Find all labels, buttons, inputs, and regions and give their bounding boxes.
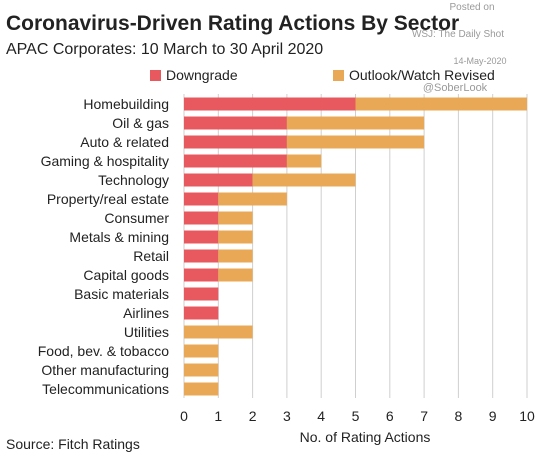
bar-downgrade [184,211,219,225]
bar-downgrade [184,230,219,244]
bar-outlook-watch [286,116,425,130]
watermark: Posted on WSJ: The Daily Shot 14-May-202… [412,2,507,94]
x-tick-label: 3 [283,408,291,424]
bar-outlook-watch [184,344,219,358]
x-tick-label: 8 [455,408,463,424]
category-label: Technology [98,172,169,188]
category-labels: Homebuilding Oil & gas Auto & related Gamin… [38,96,170,397]
chart-subtitle: APAC Corporates: 10 March to 30 April 20… [6,41,323,58]
x-tick-label: 7 [420,408,428,424]
source-note: Source: Fitch Ratings [6,436,140,452]
category-label: Oil & gas [112,115,169,131]
legend-swatch-downgrade [150,70,161,81]
watermark-line-3: 14-May-2020 [453,56,506,66]
bar-downgrade [184,173,253,187]
x-tick-label: 1 [214,408,222,424]
bar-downgrade [184,306,219,320]
legend-swatch-outlook [333,70,344,81]
bar-downgrade [184,287,219,301]
bar-outlook-watch [184,382,219,396]
category-label: Airlines [123,305,169,321]
category-label: Utilities [124,324,169,340]
category-label: Homebuilding [83,96,169,112]
x-tick-label: 0 [180,408,188,424]
bar-downgrade [184,268,219,282]
bar-outlook-watch [218,249,253,263]
bar-outlook-watch [218,230,253,244]
chart-title: Coronavirus-Driven Rating Actions By Sec… [6,12,459,35]
bar-downgrade [184,154,287,168]
category-label: Auto & related [80,134,169,150]
category-label: Capital goods [83,267,169,283]
bars [184,97,527,396]
category-label: Consumer [104,210,169,226]
x-tick-label: 9 [489,408,497,424]
x-tick-label: 10 [519,408,535,424]
bar-outlook-watch [184,325,253,339]
x-tick-label: 2 [249,408,257,424]
bar-outlook-watch [286,154,322,168]
category-label: Basic materials [74,286,169,302]
bar-outlook-watch [218,192,287,206]
category-label: Other manufacturing [41,362,169,378]
watermark-line-1: Posted on [449,2,494,13]
legend: Downgrade Outlook/Watch Revised [150,67,495,83]
x-tick-label: 4 [317,408,325,424]
x-axis-label: No. of Rating Actions [300,429,431,445]
bar-outlook-watch [286,135,425,149]
category-label: Food, bev. & tobacco [38,343,169,359]
x-tick-label: 6 [386,408,394,424]
category-label: Property/real estate [47,191,169,207]
legend-label-outlook: Outlook/Watch Revised [349,67,495,83]
category-label: Gaming & hospitality [41,153,169,169]
category-label: Metals & mining [69,229,169,245]
bar-outlook-watch [252,173,356,187]
bar-downgrade [184,135,287,149]
bar-outlook-watch [218,211,253,225]
bar-outlook-watch [218,268,253,282]
bar-downgrade [184,249,219,263]
x-tick-label: 5 [352,408,360,424]
category-label: Telecommunications [42,381,169,397]
watermark-line-4: @SoberLook [423,82,488,94]
bar-downgrade [184,97,356,111]
watermark-line-2: WSJ: The Daily Shot [412,29,504,40]
bar-downgrade [184,192,219,206]
bar-downgrade [184,116,287,130]
bar-outlook-watch [355,97,527,111]
x-tick-labels: 0 1 2 3 4 5 6 7 8 9 10 [180,408,535,424]
legend-label-downgrade: Downgrade [166,67,238,83]
category-label: Retail [133,248,169,264]
bar-outlook-watch [184,363,219,377]
